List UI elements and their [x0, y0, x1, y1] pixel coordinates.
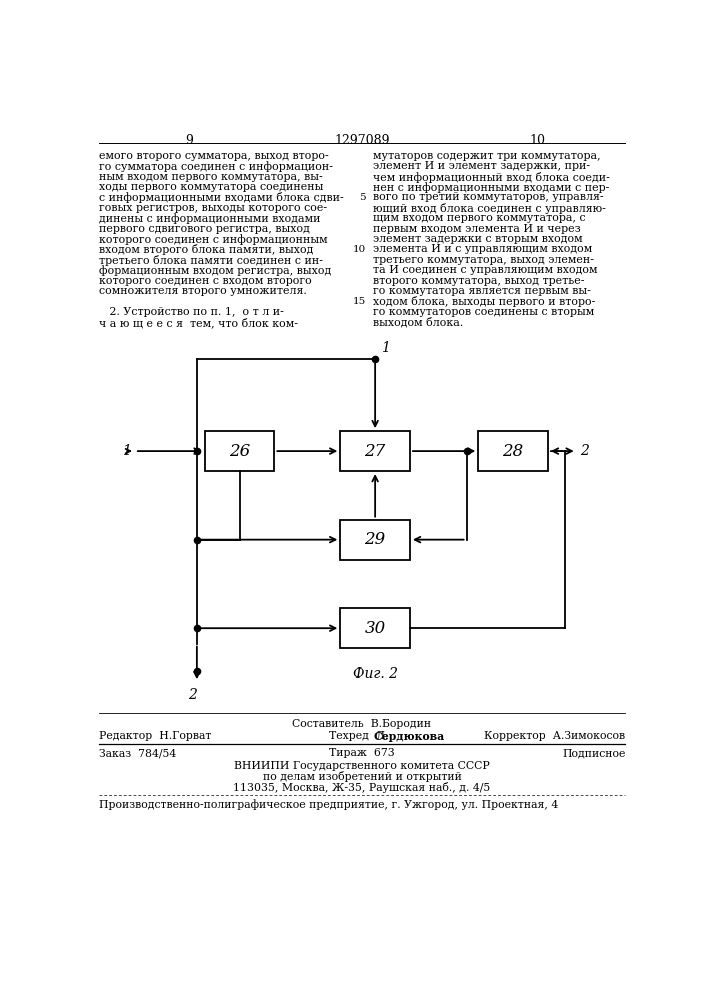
Bar: [340, 608, 410, 648]
Text: Составитель  В.Бородин: Составитель В.Бородин: [293, 719, 431, 729]
Text: чем информационный вход блока соеди-: чем информационный вход блока соеди-: [373, 172, 609, 183]
Text: ВНИИПИ Государственного комитета СССР: ВНИИПИ Государственного комитета СССР: [234, 761, 490, 771]
Text: элемент И и элемент задержки, при-: элемент И и элемент задержки, при-: [373, 161, 590, 171]
Text: которого соединен с информационным: которого соединен с информационным: [99, 234, 328, 245]
Text: сомножителя второго умножителя.: сомножителя второго умножителя.: [99, 286, 307, 296]
Text: Сердюкова: Сердюкова: [373, 731, 445, 742]
Text: третьего коммутатора, выход элемен-: третьего коммутатора, выход элемен-: [373, 255, 594, 265]
Text: нен с информационными входами с пер-: нен с информационными входами с пер-: [373, 182, 609, 193]
Text: 1297089: 1297089: [334, 134, 390, 147]
Text: с информационными входами блока сдви-: с информационными входами блока сдви-: [99, 192, 344, 203]
Text: ходом блока, выходы первого и второ-: ходом блока, выходы первого и второ-: [373, 296, 595, 307]
Text: щим входом первого коммутатора, с: щим входом первого коммутатора, с: [373, 213, 585, 223]
Text: входом второго блока памяти, выход: входом второго блока памяти, выход: [99, 244, 314, 255]
Text: 26: 26: [229, 443, 250, 460]
Text: го сумматора соединен с информацион-: го сумматора соединен с информацион-: [99, 161, 333, 172]
Text: динены с информационными входами: динены с информационными входами: [99, 213, 321, 224]
Text: Заказ  784/54: Заказ 784/54: [99, 748, 177, 758]
Text: 28: 28: [503, 443, 524, 460]
Text: 1: 1: [381, 341, 390, 355]
Text: емого второго сумматора, выход второ-: емого второго сумматора, выход второ-: [99, 151, 329, 161]
Text: которого соединен с входом второго: которого соединен с входом второго: [99, 276, 312, 286]
Text: 27: 27: [365, 443, 386, 460]
Text: 29: 29: [365, 531, 386, 548]
Text: 15: 15: [353, 297, 366, 306]
Text: го коммутатора является первым вы-: го коммутатора является первым вы-: [373, 286, 590, 296]
Text: Производственно-полиграфическое предприятие, г. Ужгород, ул. Проектная, 4: Производственно-полиграфическое предприя…: [99, 799, 559, 810]
Text: по делам изобретений и открытий: по делам изобретений и открытий: [262, 771, 462, 782]
Text: 9: 9: [185, 134, 193, 147]
Text: 10: 10: [530, 134, 546, 147]
Text: ным входом первого коммутатора, вы-: ным входом первого коммутатора, вы-: [99, 172, 323, 182]
Text: 113035, Москва, Ж-35, Раушская наб., д. 4/5: 113035, Москва, Ж-35, Раушская наб., д. …: [233, 782, 491, 793]
Text: Корректор  А.Зимокосов: Корректор А.Зимокосов: [484, 731, 626, 741]
Text: Техред  Л.: Техред Л.: [329, 731, 388, 741]
Text: выходом блока.: выходом блока.: [373, 317, 463, 328]
Bar: [204, 431, 274, 471]
Text: Фиг. 2: Фиг. 2: [353, 667, 397, 681]
Text: 30: 30: [365, 620, 386, 637]
Text: первым входом элемента И и через: первым входом элемента И и через: [373, 224, 580, 234]
Text: 2. Устройство по п. 1,  о т л и-: 2. Устройство по п. 1, о т л и-: [99, 307, 284, 317]
Text: говых регистров, выходы которого сое-: говых регистров, выходы которого сое-: [99, 203, 327, 213]
Text: та И соединен с управляющим входом: та И соединен с управляющим входом: [373, 265, 597, 275]
Text: ч а ю щ е е с я  тем, что блок ком-: ч а ю щ е е с я тем, что блок ком-: [99, 317, 298, 328]
Text: Тираж  673: Тираж 673: [329, 748, 395, 758]
Text: 10: 10: [353, 245, 366, 254]
Text: 2: 2: [189, 688, 197, 702]
Bar: [340, 520, 410, 560]
Text: го коммутаторов соединены с вторым: го коммутаторов соединены с вторым: [373, 307, 594, 317]
Bar: [340, 431, 410, 471]
Text: Редактор  Н.Горват: Редактор Н.Горват: [99, 731, 211, 741]
Text: 2: 2: [580, 444, 590, 458]
Text: элемента И и с управляющим входом: элемента И и с управляющим входом: [373, 244, 592, 254]
Text: формационным входом регистра, выход: формационным входом регистра, выход: [99, 265, 332, 276]
Text: 5: 5: [359, 193, 366, 202]
Bar: [478, 431, 548, 471]
Text: элемент задержки с вторым входом: элемент задержки с вторым входом: [373, 234, 583, 244]
Text: Подписное: Подписное: [562, 748, 626, 758]
Text: третьего блока памяти соединен с ин-: третьего блока памяти соединен с ин-: [99, 255, 323, 266]
Text: мутаторов содержит три коммутатора,: мутаторов содержит три коммутатора,: [373, 151, 600, 161]
Text: 1: 1: [122, 444, 131, 458]
Text: ходы первого коммутатора соединены: ходы первого коммутатора соединены: [99, 182, 324, 192]
Text: первого сдвигового регистра, выход: первого сдвигового регистра, выход: [99, 224, 310, 234]
Text: вого по третий коммутаторов, управля-: вого по третий коммутаторов, управля-: [373, 192, 604, 202]
Text: второго коммутатора, выход третье-: второго коммутатора, выход третье-: [373, 276, 584, 286]
Text: ющий вход блока соединен с управляю-: ющий вход блока соединен с управляю-: [373, 203, 606, 214]
